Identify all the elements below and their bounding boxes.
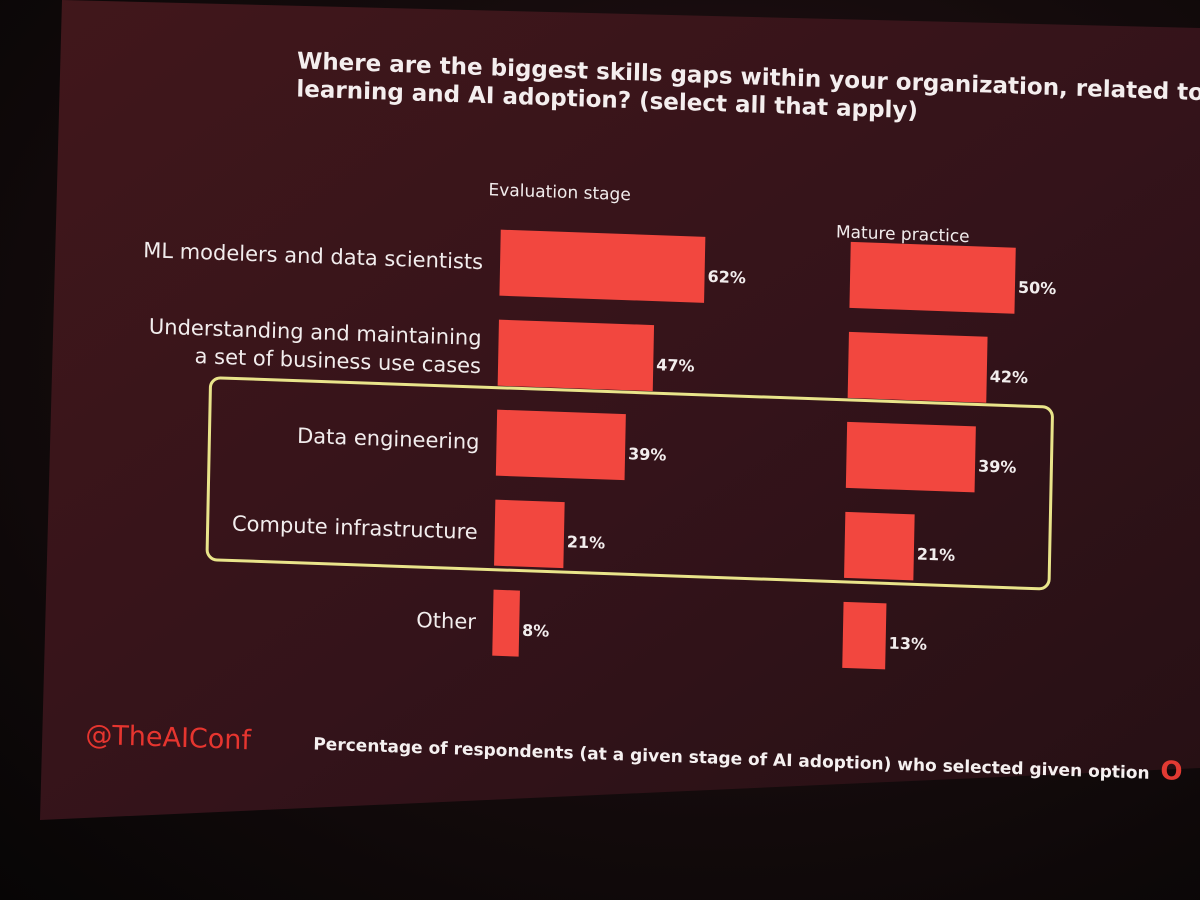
bar-series-0-category-3 — [494, 499, 565, 569]
bar-series-1-category-3 — [844, 511, 915, 581]
conference-handle: @TheAIConf — [85, 720, 253, 757]
series-bars-evaluation — [492, 229, 706, 657]
bar-series-1-category-2 — [845, 421, 976, 493]
slide-background — [40, 0, 1200, 820]
bar-series-0-category-1 — [497, 319, 655, 392]
bar-series-0-category-0 — [499, 229, 706, 303]
value-label-series-1-category-3: 21% — [917, 544, 956, 564]
series-value-labels-evaluation: 62% 47% 39% 21% 8% — [522, 267, 746, 641]
value-label-series-1-category-0: 50% — [1018, 278, 1057, 298]
value-label-series-1-category-1: 42% — [990, 367, 1029, 387]
value-label-series-0-category-2: 39% — [628, 444, 667, 464]
value-label-series-0-category-3: 21% — [567, 532, 606, 552]
value-label-series-0-category-0: 62% — [707, 267, 746, 287]
value-label-series-0-category-1: 47% — [656, 355, 695, 375]
series-value-labels-mature: 50% 42% 39% 21% 13% — [888, 278, 1057, 654]
value-label-series-1-category-2: 39% — [978, 457, 1017, 477]
value-label-series-0-category-4: 8% — [522, 621, 550, 641]
bar-series-1-category-4 — [842, 601, 887, 670]
bar-series-1-category-0 — [849, 241, 1016, 314]
bar-series-0-category-2 — [495, 409, 626, 481]
category-label-4-line-0: Other — [416, 608, 476, 634]
series-header-evaluation: Evaluation stage — [488, 180, 631, 205]
series-bars-mature — [842, 241, 1016, 670]
value-label-series-1-category-4: 13% — [888, 634, 927, 654]
highlight-box — [205, 376, 1054, 591]
brand-logo: O — [1160, 756, 1183, 787]
bar-series-0-category-4 — [492, 589, 520, 657]
bar-series-1-category-1 — [847, 331, 988, 403]
